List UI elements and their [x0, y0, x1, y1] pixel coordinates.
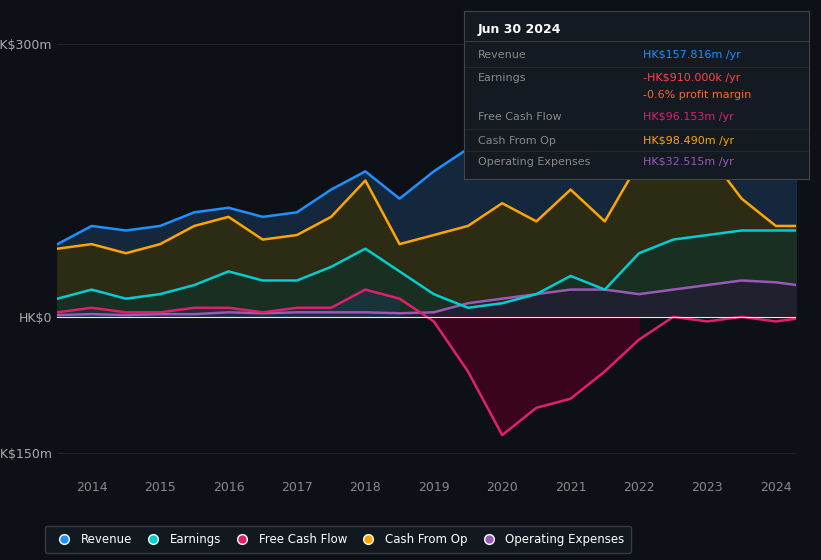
Text: Revenue: Revenue: [478, 50, 526, 60]
Text: HK$98.490m /yr: HK$98.490m /yr: [643, 136, 734, 146]
Text: Cash From Op: Cash From Op: [478, 136, 556, 146]
Legend: Revenue, Earnings, Free Cash Flow, Cash From Op, Operating Expenses: Revenue, Earnings, Free Cash Flow, Cash …: [45, 526, 631, 553]
Text: HK$157.816m /yr: HK$157.816m /yr: [643, 50, 741, 60]
Text: Earnings: Earnings: [478, 73, 526, 83]
Text: Free Cash Flow: Free Cash Flow: [478, 112, 562, 122]
Text: -HK$910.000k /yr: -HK$910.000k /yr: [643, 73, 741, 83]
Text: Operating Expenses: Operating Expenses: [478, 157, 590, 167]
Text: Jun 30 2024: Jun 30 2024: [478, 23, 562, 36]
Text: -0.6% profit margin: -0.6% profit margin: [643, 90, 751, 100]
Text: HK$96.153m /yr: HK$96.153m /yr: [643, 112, 734, 122]
Text: HK$32.515m /yr: HK$32.515m /yr: [643, 157, 734, 167]
